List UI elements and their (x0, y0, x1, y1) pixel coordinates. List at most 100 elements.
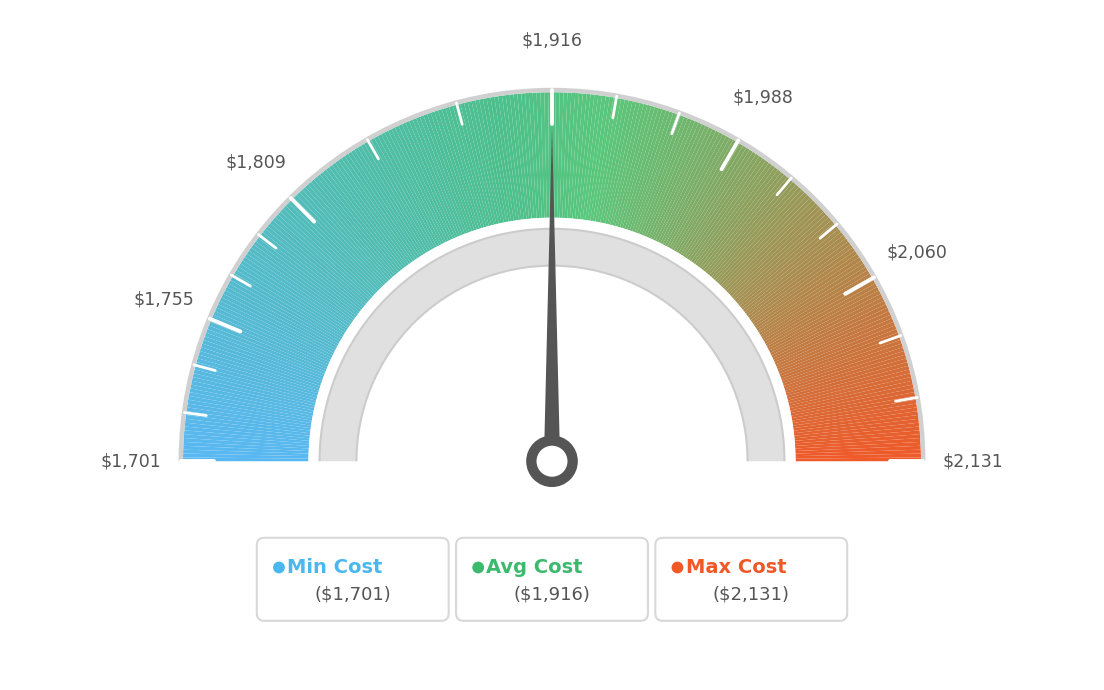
Wedge shape (794, 411, 919, 431)
Wedge shape (792, 396, 916, 421)
Wedge shape (784, 351, 905, 391)
Wedge shape (209, 322, 327, 372)
Wedge shape (775, 315, 892, 367)
Wedge shape (215, 308, 330, 362)
Wedge shape (201, 344, 321, 386)
Text: ($1,701): ($1,701) (315, 585, 391, 603)
Wedge shape (495, 96, 517, 221)
Wedge shape (795, 438, 921, 449)
Wedge shape (635, 114, 681, 233)
Wedge shape (633, 112, 677, 232)
Wedge shape (468, 101, 499, 224)
Wedge shape (265, 226, 364, 308)
Wedge shape (297, 193, 385, 286)
Wedge shape (513, 94, 529, 219)
Wedge shape (709, 179, 793, 277)
Wedge shape (595, 98, 622, 222)
Wedge shape (212, 315, 329, 367)
Wedge shape (570, 93, 583, 219)
Text: $2,060: $2,060 (887, 244, 947, 262)
Wedge shape (273, 217, 370, 302)
Wedge shape (220, 297, 333, 355)
Wedge shape (651, 124, 705, 240)
Wedge shape (183, 434, 309, 446)
Wedge shape (705, 175, 787, 274)
FancyBboxPatch shape (656, 538, 847, 621)
Wedge shape (774, 308, 889, 362)
Wedge shape (320, 172, 401, 272)
Wedge shape (613, 104, 648, 226)
Wedge shape (203, 336, 322, 381)
Wedge shape (682, 150, 753, 257)
Wedge shape (558, 92, 563, 218)
Wedge shape (263, 229, 363, 310)
Wedge shape (405, 121, 458, 238)
Wedge shape (311, 179, 395, 277)
Wedge shape (790, 388, 914, 415)
Wedge shape (583, 95, 602, 220)
Wedge shape (236, 267, 346, 335)
Wedge shape (627, 110, 670, 230)
Wedge shape (434, 110, 477, 230)
Wedge shape (200, 347, 320, 388)
Wedge shape (733, 215, 829, 300)
Wedge shape (453, 105, 489, 227)
Wedge shape (762, 273, 871, 339)
Wedge shape (787, 366, 910, 401)
Wedge shape (776, 318, 893, 369)
Wedge shape (789, 377, 912, 408)
Wedge shape (660, 130, 720, 244)
Wedge shape (701, 170, 782, 270)
Wedge shape (671, 140, 736, 250)
Text: $1,809: $1,809 (225, 154, 286, 172)
Wedge shape (673, 141, 740, 252)
Wedge shape (270, 220, 368, 304)
Text: $1,916: $1,916 (521, 32, 583, 50)
Wedge shape (529, 92, 539, 218)
Wedge shape (490, 97, 513, 221)
Text: ($2,131): ($2,131) (713, 585, 789, 603)
Wedge shape (533, 92, 542, 218)
Wedge shape (206, 329, 325, 376)
Wedge shape (187, 407, 311, 428)
Wedge shape (254, 241, 357, 318)
FancyBboxPatch shape (257, 538, 448, 621)
Wedge shape (740, 226, 839, 308)
Wedge shape (796, 457, 921, 461)
Wedge shape (794, 419, 919, 436)
Wedge shape (565, 92, 575, 218)
Wedge shape (649, 123, 702, 239)
Wedge shape (188, 400, 312, 423)
Wedge shape (388, 129, 446, 243)
Wedge shape (243, 257, 349, 328)
Wedge shape (195, 362, 318, 398)
Wedge shape (562, 92, 571, 218)
Wedge shape (299, 190, 388, 284)
Wedge shape (185, 415, 310, 433)
Wedge shape (560, 92, 567, 218)
Wedge shape (734, 217, 831, 302)
Wedge shape (338, 158, 413, 263)
Wedge shape (777, 322, 895, 372)
Wedge shape (258, 235, 360, 314)
Wedge shape (736, 220, 834, 304)
Wedge shape (721, 195, 810, 287)
FancyBboxPatch shape (456, 538, 648, 621)
Wedge shape (793, 404, 917, 426)
Wedge shape (521, 93, 534, 219)
Wedge shape (510, 95, 527, 219)
Wedge shape (743, 232, 843, 312)
Wedge shape (788, 369, 911, 403)
Wedge shape (302, 187, 389, 282)
Wedge shape (719, 193, 807, 286)
Polygon shape (544, 126, 560, 476)
Wedge shape (420, 115, 467, 234)
Wedge shape (662, 132, 723, 246)
Wedge shape (187, 404, 311, 426)
Wedge shape (646, 121, 699, 238)
Wedge shape (438, 109, 479, 230)
Wedge shape (766, 287, 879, 348)
Wedge shape (779, 329, 898, 376)
Wedge shape (449, 106, 487, 228)
Text: Max Cost: Max Cost (686, 558, 786, 577)
